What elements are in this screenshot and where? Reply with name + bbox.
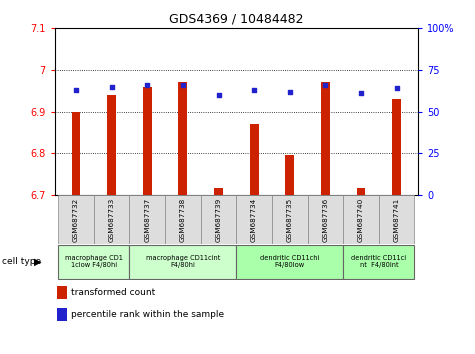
Bar <box>58 195 94 244</box>
Point <box>250 87 258 93</box>
Bar <box>379 195 414 244</box>
Text: GSM687740: GSM687740 <box>358 198 364 241</box>
Text: GSM687741: GSM687741 <box>394 198 399 241</box>
Text: cell type: cell type <box>2 257 41 267</box>
Text: ▶: ▶ <box>34 257 42 267</box>
Bar <box>143 86 152 195</box>
Text: GSM687738: GSM687738 <box>180 198 186 241</box>
Text: dendritic CD11ci
nt  F4/80int: dendritic CD11ci nt F4/80int <box>351 256 407 268</box>
Bar <box>250 124 258 195</box>
Point <box>357 90 365 96</box>
Text: dendritic CD11chi
F4/80low: dendritic CD11chi F4/80low <box>260 256 320 268</box>
Point <box>143 82 151 88</box>
Bar <box>58 245 129 279</box>
Bar <box>237 245 343 279</box>
Text: GSM687732: GSM687732 <box>73 198 79 241</box>
Point <box>393 85 400 91</box>
Bar <box>272 195 308 244</box>
Text: GSM687734: GSM687734 <box>251 198 257 241</box>
Bar <box>392 99 401 195</box>
Point <box>108 84 115 89</box>
Bar <box>129 195 165 244</box>
Text: GSM687739: GSM687739 <box>216 198 221 241</box>
Point <box>322 82 329 88</box>
Title: GDS4369 / 10484482: GDS4369 / 10484482 <box>169 13 304 26</box>
Text: GSM687733: GSM687733 <box>109 198 114 241</box>
Bar <box>129 245 237 279</box>
Point <box>179 82 187 88</box>
Bar <box>237 195 272 244</box>
Bar <box>343 245 414 279</box>
Bar <box>321 82 330 195</box>
Bar <box>201 195 237 244</box>
Bar <box>343 195 379 244</box>
Bar <box>57 308 67 321</box>
Bar <box>57 286 67 299</box>
Text: macrophage CD1
1clow F4/80hi: macrophage CD1 1clow F4/80hi <box>65 256 123 268</box>
Text: percentile rank within the sample: percentile rank within the sample <box>71 310 224 319</box>
Bar <box>214 188 223 195</box>
Bar <box>308 195 343 244</box>
Bar <box>94 195 129 244</box>
Bar <box>72 112 80 195</box>
Bar <box>179 82 187 195</box>
Point <box>72 87 80 93</box>
Text: GSM687735: GSM687735 <box>287 198 293 241</box>
Bar <box>165 195 200 244</box>
Text: macrophage CD11cint
F4/80hi: macrophage CD11cint F4/80hi <box>146 256 220 268</box>
Point <box>215 92 222 98</box>
Text: GSM687737: GSM687737 <box>144 198 150 241</box>
Bar <box>107 95 116 195</box>
Bar <box>285 155 294 195</box>
Point <box>286 89 294 95</box>
Text: transformed count: transformed count <box>71 288 155 297</box>
Bar <box>357 188 365 195</box>
Text: GSM687736: GSM687736 <box>323 198 328 241</box>
